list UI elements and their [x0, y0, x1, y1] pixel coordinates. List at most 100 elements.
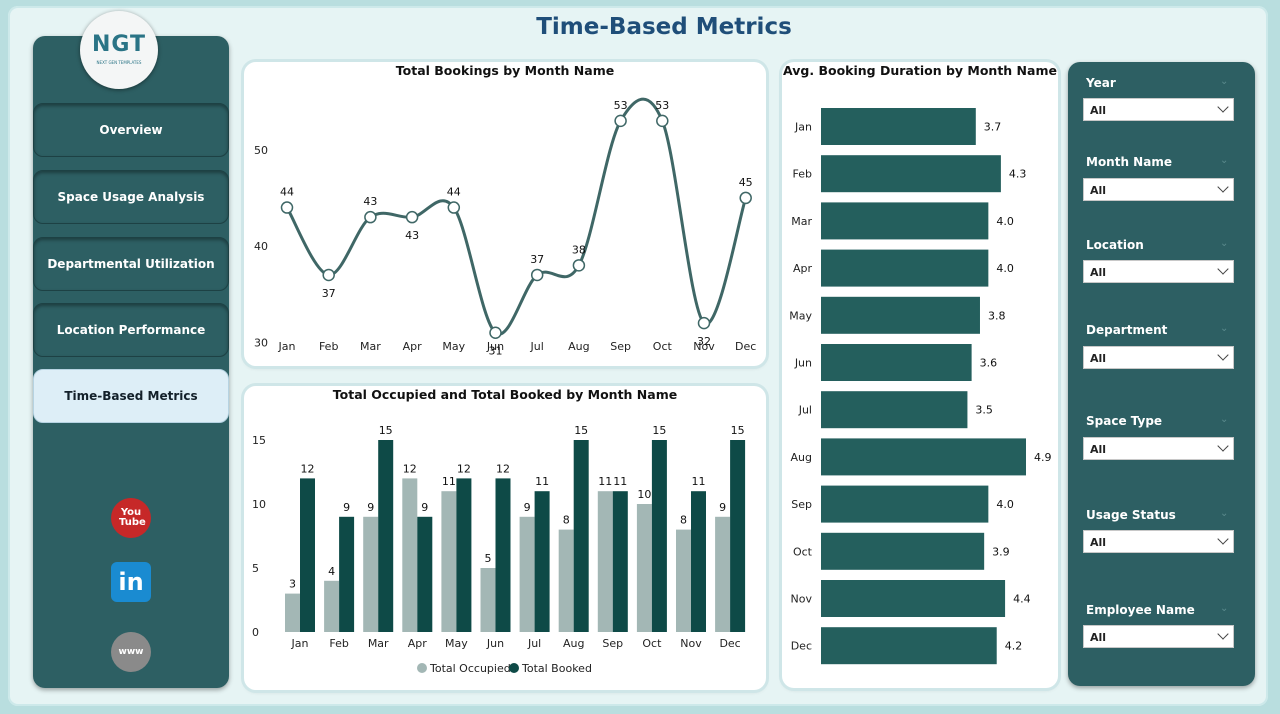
filter-panel — [1068, 62, 1255, 686]
dropdown-arrow-icon — [1217, 101, 1229, 113]
horizontal-bar-chart: Jan 3.7 Feb 4.3 Mar 4.0 Apr 4.0 May 3.8 Jun 3.6 Jul 3… — [789, 108, 1052, 665]
x-tick-label: Jun — [486, 637, 504, 650]
bar-value-label: 9 — [524, 501, 531, 514]
chevron-down-icon[interactable]: ⌄ — [1220, 414, 1229, 425]
linkedin-icon-label: in — [118, 568, 144, 596]
bar-booked — [339, 516, 355, 632]
data-label: 43 — [405, 229, 419, 242]
x-tick-label: Jun — [486, 340, 504, 353]
y-tick-label: 40 — [254, 240, 268, 253]
bar-occupied — [519, 516, 535, 632]
bar-value-label: 11 — [442, 475, 456, 488]
data-point — [322, 268, 335, 282]
bar-occupied — [285, 593, 300, 632]
data-label: 44 — [447, 186, 461, 199]
hbar — [821, 438, 1026, 476]
chevron-down-icon[interactable]: ⌄ — [1220, 76, 1229, 87]
nav-departmental-button[interactable]: Departmental Utilization — [33, 237, 229, 291]
bar-occupied — [636, 504, 652, 632]
filter-usage-status-value: All — [1090, 536, 1107, 549]
bar-value-label: 4 — [328, 565, 335, 578]
data-label: 53 — [614, 99, 628, 112]
x-tick-label: Jul — [527, 637, 541, 650]
nav-location-button[interactable]: Location Performance — [33, 303, 229, 357]
hbar — [821, 485, 989, 523]
chevron-down-icon[interactable]: ⌄ — [1220, 155, 1229, 166]
filter-employee-label: Employee Name — [1086, 603, 1195, 617]
chevron-down-icon[interactable]: ⌄ — [1220, 323, 1229, 334]
chevron-down-icon[interactable]: ⌄ — [1220, 508, 1229, 519]
hbar — [821, 108, 976, 145]
line-chart: 30 40 50 Jan Feb Mar Apr May Jun Jul Aug Sep Oct Nov D… — [254, 97, 756, 358]
bar-occupied — [402, 478, 418, 632]
hbar-value-label: 4.9 — [1034, 451, 1052, 464]
avg-duration-chart-card: Avg. Booking Duration by Month Name Jan 3… — [782, 62, 1058, 688]
data-point — [697, 316, 711, 330]
bar-value-label: 12 — [457, 462, 471, 475]
x-tick-label: Jan — [291, 637, 309, 650]
dropdown-arrow-icon — [1217, 349, 1229, 361]
grouped-bar-chart: 051015312Jan49Feb915Mar129Apr1112May512J… — [252, 424, 746, 675]
filter-space-type-select[interactable]: All — [1083, 437, 1234, 460]
filter-employee-select[interactable]: All — [1083, 625, 1234, 648]
legend-label: Total Occupied — [429, 662, 511, 675]
bar-booked — [534, 491, 550, 632]
hbar — [821, 627, 997, 665]
data-label: 44 — [280, 186, 294, 199]
y-tick-label: Oct — [793, 545, 813, 558]
hbar-value-label: 4.0 — [996, 498, 1014, 511]
bar-booked — [730, 440, 746, 632]
data-label: 32 — [697, 335, 711, 348]
bar-value-label: 5 — [485, 552, 492, 565]
hbar-value-label: 3.8 — [988, 309, 1006, 322]
nav-space-usage-button[interactable]: Space Usage Analysis — [33, 170, 229, 224]
data-point — [280, 201, 294, 214]
bar-value-label: 12 — [301, 462, 315, 475]
filter-month-select[interactable]: All — [1083, 178, 1234, 201]
y-tick-label: Nov — [791, 593, 813, 606]
filter-department-value: All — [1090, 352, 1107, 365]
filter-month-label: Month Name — [1086, 155, 1172, 169]
bar-value-label: 11 — [613, 475, 627, 488]
bar-value-label: 15 — [574, 424, 588, 437]
filter-location-select[interactable]: All — [1083, 260, 1234, 283]
x-tick-label: Feb — [329, 637, 348, 650]
filter-month-value: All — [1090, 184, 1107, 197]
bar-booked — [573, 440, 589, 632]
youtube-icon[interactable]: You Tube — [111, 498, 151, 538]
y-tick-label: 15 — [252, 434, 266, 447]
x-tick-label: Mar — [368, 637, 389, 650]
page-title: Time-Based Metrics — [536, 14, 792, 40]
linkedin-icon[interactable]: in — [111, 562, 151, 602]
filter-department-select[interactable]: All — [1083, 346, 1234, 369]
filter-year-select[interactable]: All — [1083, 98, 1234, 121]
chevron-down-icon[interactable]: ⌄ — [1220, 238, 1229, 249]
website-globe-icon[interactable]: www — [111, 632, 151, 672]
y-tick-label: 10 — [252, 498, 266, 511]
x-tick-label: Jul — [530, 340, 544, 353]
hbar — [821, 202, 989, 240]
x-tick-label: Nov — [680, 637, 702, 650]
y-tick-label: Aug — [791, 451, 812, 464]
data-label: 37 — [530, 253, 544, 266]
dropdown-arrow-icon — [1217, 533, 1229, 545]
bar-occupied — [558, 529, 574, 632]
filter-usage-status-select[interactable]: All — [1083, 530, 1234, 553]
dropdown-arrow-icon — [1217, 440, 1229, 452]
dropdown-arrow-icon — [1217, 181, 1229, 193]
bar-occupied — [676, 529, 691, 632]
hbar-value-label: 3.7 — [984, 121, 1002, 134]
nav-overview-button[interactable]: Overview — [33, 103, 229, 157]
hbar-value-label: 4.4 — [1013, 593, 1031, 606]
y-tick-label: Apr — [793, 262, 813, 275]
bar-booked — [495, 478, 511, 632]
logo-subtitle: NEXT GEN TEMPLATES — [96, 60, 142, 65]
nav-time-based-button[interactable]: Time-Based Metrics — [33, 369, 229, 423]
y-tick-label: Jun — [794, 357, 812, 370]
chevron-down-icon[interactable]: ⌄ — [1220, 603, 1229, 614]
x-tick-label: Sep — [610, 340, 631, 353]
website-icon-label: www — [118, 647, 144, 657]
y-tick-label: 30 — [254, 336, 268, 349]
filter-employee-value: All — [1090, 631, 1107, 644]
data-point — [739, 191, 752, 205]
